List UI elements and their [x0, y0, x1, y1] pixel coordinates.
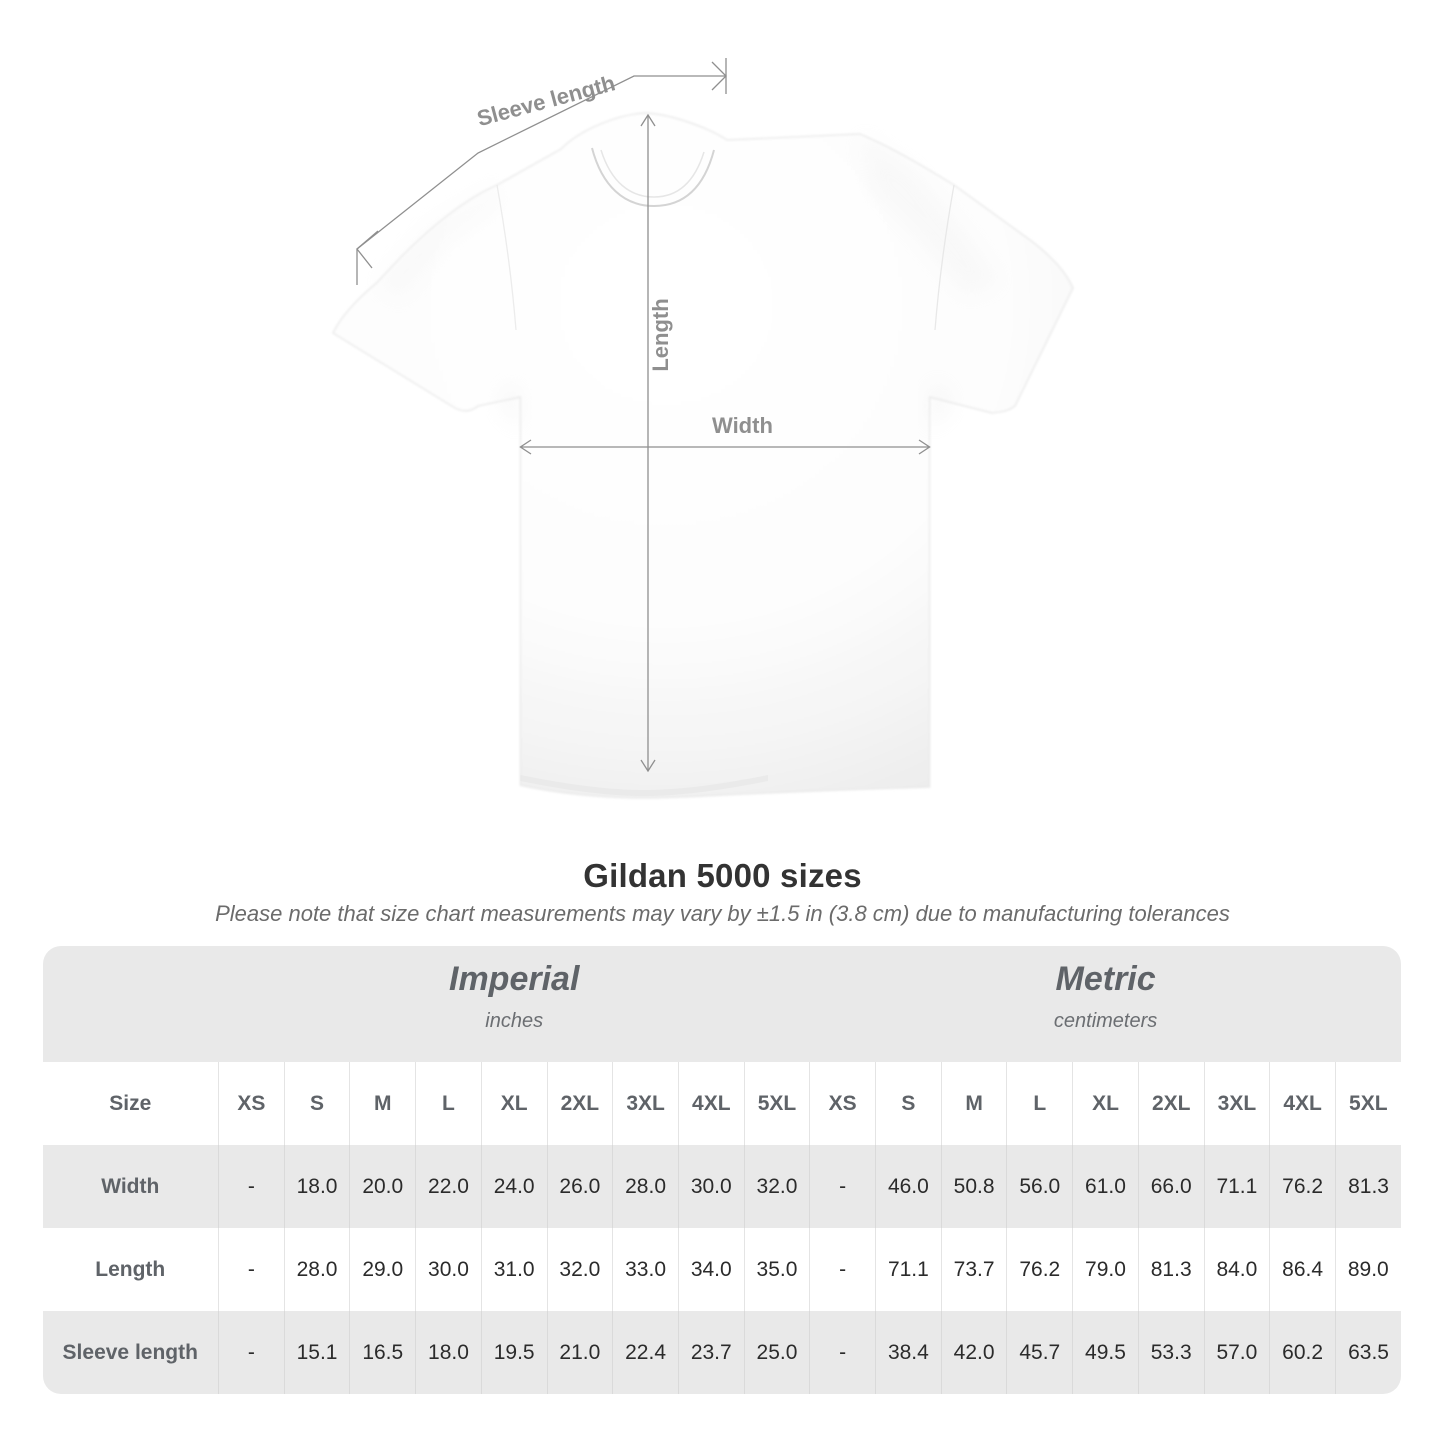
- svg-text:Length: Length: [648, 298, 673, 371]
- svg-text:Width: Width: [712, 413, 773, 438]
- svg-text:Sleeve length: Sleeve length: [474, 70, 617, 131]
